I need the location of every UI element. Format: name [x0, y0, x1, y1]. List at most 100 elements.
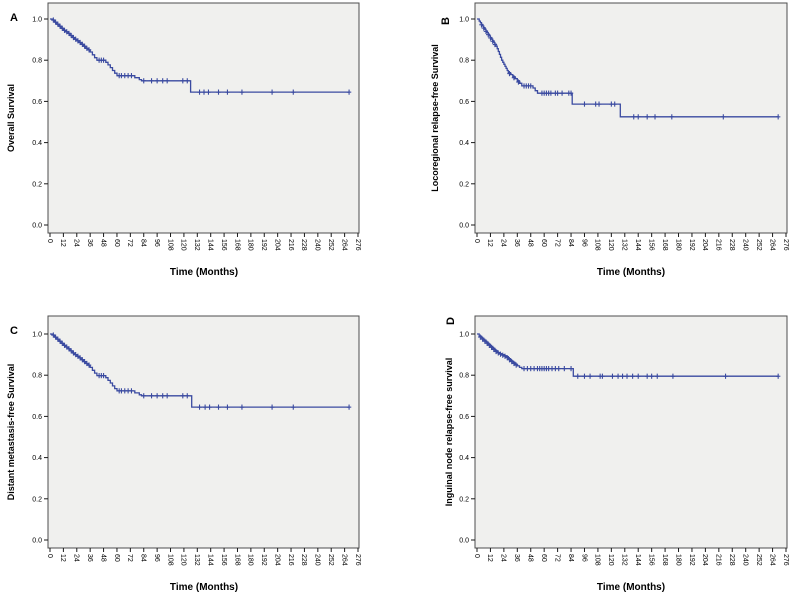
plot-area	[474, 2, 788, 234]
y-tick-label: 0.6	[459, 414, 469, 421]
x-tick-label: 48	[99, 554, 106, 562]
x-tick-label: 252	[327, 554, 334, 566]
panel-b-plot: 1.0 0.8 0.6 0.4 0.2 0.0 0 12 24 36 48 60 72 84 96 108 12…	[459, 2, 789, 251]
panel-b-x-axis-title: Time (Months)	[596, 267, 666, 278]
x-tick-label: 144	[206, 239, 213, 251]
x-tick-label: 252	[327, 239, 334, 251]
censor-marks-a	[51, 17, 352, 95]
censor-marks-b	[479, 22, 781, 120]
censor-marks-d	[478, 334, 781, 379]
x-tick-label: 276	[782, 239, 789, 251]
x-tick-label: 36	[86, 239, 93, 247]
x-tick-label: 264	[768, 554, 775, 566]
y-tick-label: 0.0	[32, 538, 42, 545]
y-tick-label: 0.0	[459, 538, 469, 545]
x-tick-label: 204	[701, 554, 708, 566]
x-tick-label: 72	[553, 554, 560, 562]
x-tick-label: 276	[354, 239, 361, 251]
y-tick-label: 0.2	[459, 181, 469, 188]
x-tick-label: 168	[233, 239, 240, 251]
x-tick-label: 216	[287, 239, 294, 251]
x-tick-label: 108	[594, 239, 601, 251]
y-tick-label: 1.0	[32, 17, 42, 24]
x-tick-label: 240	[314, 554, 321, 566]
panel-a-letter: A	[10, 12, 18, 24]
x-tick-label: 264	[768, 239, 775, 251]
plot-area	[474, 315, 788, 549]
x-tick-label: 240	[741, 554, 748, 566]
x-tick-label: 12	[59, 554, 66, 562]
x-tick-label: 120	[607, 554, 614, 566]
panel-a-plot: 1.0 0.8 0.6 0.4 0.2 0.0 0 12 24 36 48 60 72 84 96 108 12…	[32, 2, 361, 251]
panel-c-y-axis-title: Distant metastasis-free Survival	[6, 363, 16, 501]
x-tick-label: 84	[567, 554, 574, 562]
x-tick-label: 168	[661, 239, 668, 251]
panel-a-x-axis-title: Time (Months)	[169, 267, 239, 278]
x-tick-label: 132	[621, 239, 628, 251]
x-tick-label: 48	[99, 239, 106, 247]
panel-c-x-axis-title: Time (Months)	[169, 582, 239, 593]
x-tick-label: 228	[300, 239, 307, 251]
y-tick-label: 0.4	[459, 455, 469, 462]
x-tick-label: 12	[59, 239, 66, 247]
x-tick-label: 48	[527, 239, 534, 247]
x-tick-label: 60	[540, 239, 547, 247]
x-tick-label: 108	[166, 554, 173, 566]
panel-b-y-axis-title: Locoregional relapse-free Survival	[430, 44, 440, 192]
x-tick-label: 96	[153, 239, 160, 247]
x-tick-label: 72	[126, 554, 133, 562]
x-tick-label: 48	[527, 554, 534, 562]
y-tick-label: 0.8	[459, 58, 469, 65]
x-tick-label: 72	[553, 239, 560, 247]
x-tick-label: 180	[674, 239, 681, 251]
x-tick-label: 0	[473, 554, 480, 558]
x-tick-label: 264	[340, 239, 347, 251]
x-tick-label: 96	[153, 554, 160, 562]
x-tick-label: 84	[567, 239, 574, 247]
panel-d-y-axis-title: Inguinal node relapse-free survival	[444, 357, 454, 507]
x-tick-label: 24	[73, 239, 80, 247]
x-tick-label: 192	[260, 239, 267, 251]
y-tick-label: 0.6	[32, 414, 42, 421]
x-tick-label: 168	[661, 554, 668, 566]
y-tick-label: 0.0	[459, 223, 469, 230]
x-tick-label: 252	[755, 239, 762, 251]
y-tick-label: 1.0	[459, 17, 469, 24]
x-tick-label: 204	[701, 239, 708, 251]
x-tick-label: 0	[473, 239, 480, 243]
x-tick-label: 108	[594, 554, 601, 566]
x-tick-label: 192	[688, 554, 695, 566]
x-tick-label: 192	[688, 239, 695, 251]
x-tick-label: 156	[220, 554, 227, 566]
x-tick-label: 180	[247, 554, 254, 566]
x-tick-label: 240	[741, 239, 748, 251]
x-tick-label: 180	[674, 554, 681, 566]
y-tick-label: 0.8	[459, 373, 469, 380]
x-tick-label: 216	[715, 239, 722, 251]
x-tick-label: 264	[340, 554, 347, 566]
x-tick-label: 144	[634, 554, 641, 566]
x-tick-label: 132	[193, 554, 200, 566]
y-tick-label: 0.0	[32, 223, 42, 230]
y-tick-label: 0.8	[32, 58, 42, 65]
x-tick-label: 240	[314, 239, 321, 251]
x-tick-label: 12	[486, 239, 493, 247]
x-tick-label: 144	[206, 554, 213, 566]
x-tick-label: 36	[86, 554, 93, 562]
x-tick-label: 36	[513, 554, 520, 562]
panel-c-letter: C	[10, 325, 18, 337]
x-tick-label: 276	[782, 554, 789, 566]
y-tick-label: 0.2	[459, 496, 469, 503]
x-tick-label: 252	[755, 554, 762, 566]
x-tick-label: 24	[73, 554, 80, 562]
plot-area	[47, 315, 360, 549]
x-tick-label: 180	[247, 239, 254, 251]
censor-marks-c	[51, 332, 352, 410]
x-tick-label: 228	[728, 239, 735, 251]
x-tick-label: 84	[140, 239, 147, 247]
x-tick-label: 72	[126, 239, 133, 247]
y-tick-label: 0.2	[32, 181, 42, 188]
x-tick-label: 120	[180, 239, 187, 251]
